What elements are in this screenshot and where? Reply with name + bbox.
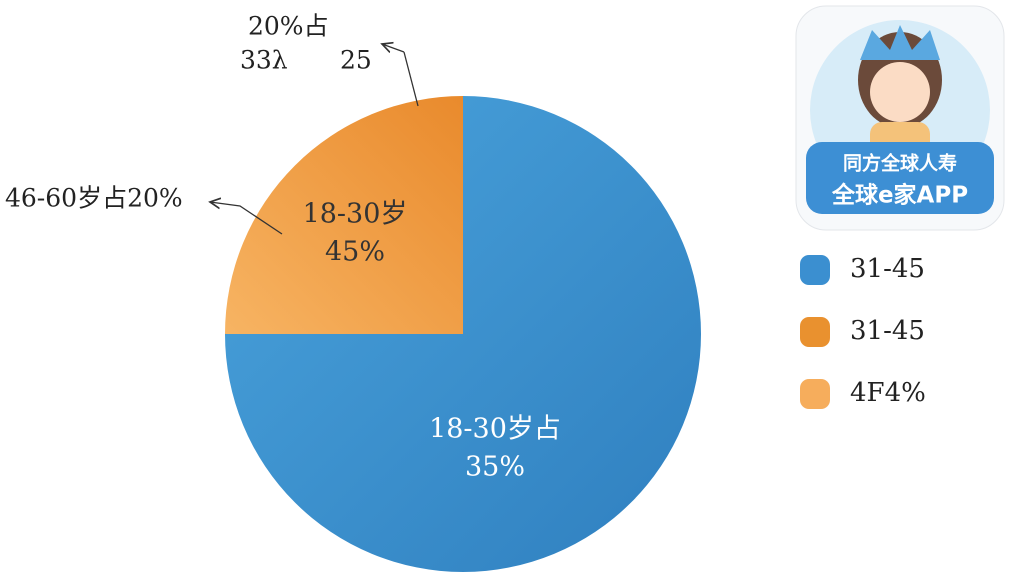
annotation: 20%占 [248,12,329,41]
slice-label: 45% [325,237,385,268]
annotation: 46-60岁占20% [5,184,183,213]
annotation: 25 [340,46,372,75]
app-title: 同方全球人寿 [843,152,957,175]
pie-slice [225,96,463,334]
slice-label: 18-30岁 [303,199,408,230]
annotation-arrow [382,44,405,52]
app-icon: 同方全球人寿 全球e家APP [795,5,1005,231]
legend-label: 31-45 [850,254,925,284]
legend-swatch [800,317,830,347]
legend-swatch [800,379,830,409]
annotation: 33λ [240,46,288,75]
slice-label: 18-30岁占 [429,414,561,445]
legend-label: 4F4% [850,378,926,408]
legend-swatch [800,255,830,285]
slice-label: 35% [465,452,525,483]
app-subtitle: 全球e家APP [831,182,968,209]
legend-label: 31-45 [850,316,925,346]
annotation-arrow [210,202,283,235]
annotation-arrow [403,51,419,107]
